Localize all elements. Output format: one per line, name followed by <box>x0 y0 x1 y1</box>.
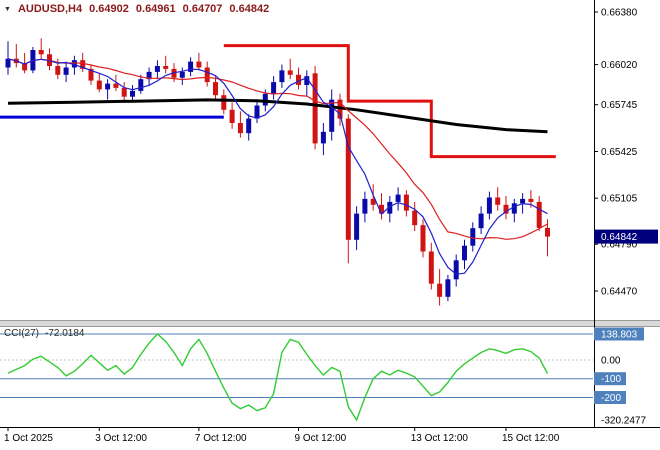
svg-text:0.65425: 0.65425 <box>601 147 638 158</box>
cci-axis-labels: 138.803 0.00 -100 -200 -320.2477 <box>594 327 646 427</box>
ma-fast-line <box>7 58 548 275</box>
svg-text:15 Oct 12:00: 15 Oct 12:00 <box>502 433 560 444</box>
indicator-label: CCI(27) -72.0184 <box>4 328 85 339</box>
svg-text:1 Oct 2025: 1 Oct 2025 <box>4 433 53 444</box>
cci-level-lines <box>0 333 593 398</box>
svg-text:0.65105: 0.65105 <box>601 194 638 205</box>
indicator-name: CCI(27) <box>4 328 40 339</box>
price-axis-labels: 0.66380 0.66020 0.65745 0.65425 0.65105 0.647… <box>594 8 638 298</box>
svg-text:0.64470: 0.64470 <box>601 287 638 298</box>
svg-text:13 Oct 12:00: 13 Oct 12:00 <box>411 433 469 444</box>
svg-text:0.64790: 0.64790 <box>601 240 638 251</box>
current-price-tag: 0.64842 <box>594 229 658 244</box>
window-separator[interactable] <box>0 320 660 327</box>
svg-text:-320.2477: -320.2477 <box>601 416 646 427</box>
svg-text:0.65745: 0.65745 <box>601 100 638 111</box>
indicator-value: -72.0184 <box>45 328 85 339</box>
symbol-dropdown-icon[interactable]: ▼ <box>4 5 11 13</box>
ma-long-line <box>7 98 548 134</box>
ohlc-header: ▼ AUDUSD,H4 0.64902 0.64961 0.64707 0.64… <box>4 3 269 15</box>
svg-text:7 Oct 12:00: 7 Oct 12:00 <box>195 433 247 444</box>
symbol-timeframe: AUDUSD,H4 <box>17 3 83 15</box>
ma-slow-line <box>7 58 548 240</box>
svg-text:0.66380: 0.66380 <box>601 8 638 19</box>
svg-text:-200: -200 <box>601 393 621 404</box>
svg-text:-100: -100 <box>601 374 621 385</box>
svg-text:0.66020: 0.66020 <box>601 60 638 71</box>
svg-text:3 Oct 12:00: 3 Oct 12:00 <box>95 433 147 444</box>
cci-line <box>7 333 549 422</box>
candlestick-series <box>5 38 550 306</box>
high-value: 0.64961 <box>135 3 176 15</box>
svg-text:9 Oct 12:00: 9 Oct 12:00 <box>295 433 347 444</box>
svg-text:138.803: 138.803 <box>601 330 638 341</box>
time-axis-labels: 1 Oct 2025 3 Oct 12:00 7 Oct 12:00 9 Oct 12… <box>4 428 560 444</box>
open-value: 0.64902 <box>89 3 129 15</box>
low-value: 0.64707 <box>182 3 223 15</box>
close-value: 0.64842 <box>229 3 270 15</box>
svg-text:0.64842: 0.64842 <box>601 232 638 243</box>
svg-text:0.00: 0.00 <box>601 356 621 367</box>
resistance-step-line[interactable] <box>223 44 556 159</box>
